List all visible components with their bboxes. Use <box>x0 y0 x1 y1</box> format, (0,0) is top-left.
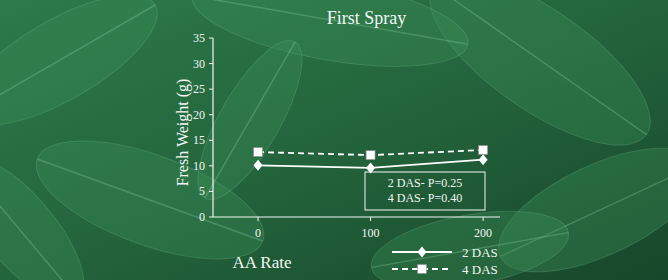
chart: First Spray 0 5 10 15 20 25 30 35 0 100 200 AA Rate F… <box>0 0 668 280</box>
y-axis <box>212 38 213 217</box>
x-tick-label: 0 <box>255 226 261 240</box>
y-tick-label: 5 <box>199 184 205 198</box>
y-axis-label: Fresh Weight (g) <box>174 79 192 187</box>
x-axis <box>213 216 500 217</box>
x-tick-label: 200 <box>474 226 492 240</box>
series-point <box>254 160 263 171</box>
leaf-vein <box>0 5 155 115</box>
y-tick-label: 25 <box>193 82 205 96</box>
y-tick <box>209 165 213 166</box>
x-tick <box>370 217 371 221</box>
legend-label: 4 DAS <box>462 262 498 277</box>
series-point <box>254 148 263 157</box>
x-tick <box>258 217 259 221</box>
y-tick <box>209 191 213 192</box>
y-tick <box>209 89 213 90</box>
title: First Spray <box>327 8 407 28</box>
leaf <box>179 27 321 213</box>
plot-area <box>254 146 488 174</box>
leaf-vein <box>0 161 78 280</box>
x-axis-label: AA Rate <box>232 253 291 272</box>
leaf <box>185 0 475 84</box>
leaf-vein <box>192 0 468 44</box>
y-tick-label: 30 <box>193 57 205 71</box>
leaf-vein <box>434 0 647 135</box>
leaf <box>0 139 105 280</box>
annotation: 2 DAS- P=0.25 <box>388 176 462 190</box>
y-tick <box>209 114 213 115</box>
y-tick <box>209 217 213 218</box>
series-point <box>366 151 375 160</box>
x-tick <box>483 217 484 221</box>
y-tick <box>209 38 213 39</box>
annotation: 4 DAS- P=0.40 <box>388 191 462 205</box>
leaf-vein <box>205 42 295 198</box>
y-tick-label: 10 <box>193 159 205 173</box>
y-tick <box>209 63 213 64</box>
y-tick <box>209 140 213 141</box>
y-tick-label: 0 <box>199 210 205 224</box>
legend-label: 2 DAS <box>462 245 498 260</box>
series-point <box>479 154 488 165</box>
leaf <box>0 0 175 150</box>
series-point <box>479 146 488 155</box>
y-tick-label: 15 <box>193 133 205 147</box>
annotation-box <box>365 172 485 210</box>
legend-marker <box>418 265 427 274</box>
y-tick-label: 20 <box>193 108 205 122</box>
y-tick-label: 35 <box>193 31 205 45</box>
x-tick-label: 100 <box>362 226 380 240</box>
legend-marker <box>418 247 427 258</box>
